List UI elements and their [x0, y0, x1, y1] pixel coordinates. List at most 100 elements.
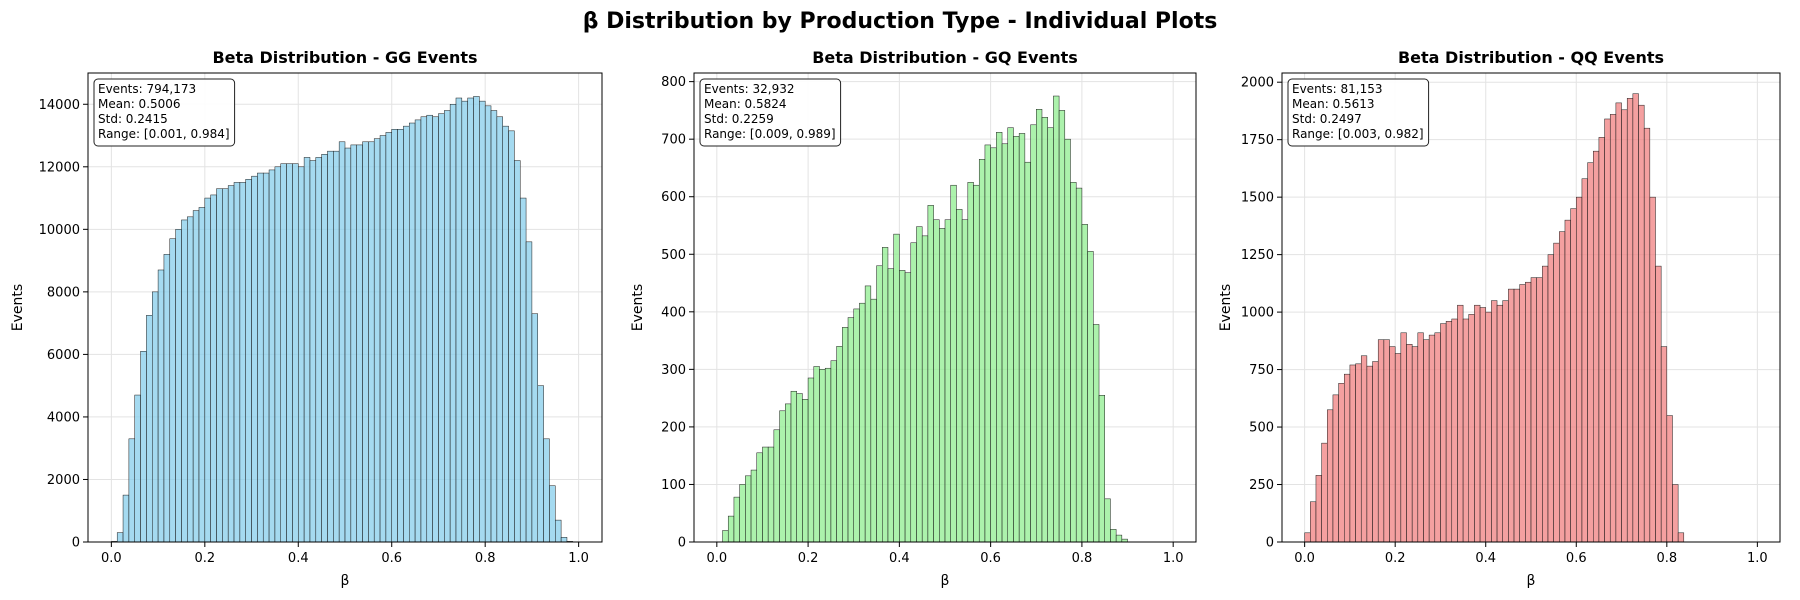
histogram-bar — [344, 147, 352, 543]
histogram-bar — [1638, 104, 1645, 543]
histogram-bar — [819, 369, 826, 543]
histogram-bar — [163, 254, 171, 543]
histogram-bar — [1485, 311, 1492, 543]
histogram-bar — [996, 132, 1003, 543]
histogram-bar — [449, 104, 457, 543]
histogram-bar — [210, 194, 217, 543]
histogram-bar — [1525, 281, 1532, 543]
histogram-bar — [1559, 231, 1566, 543]
x-tick-label: 0.6 — [1566, 551, 1587, 566]
x-tick-label: 0.2 — [194, 551, 215, 566]
histogram-bar — [756, 452, 763, 543]
histogram-bar — [216, 188, 223, 543]
histogram-bar — [1024, 161, 1031, 543]
histogram-bar — [1366, 365, 1373, 543]
histogram-bar — [767, 446, 775, 543]
y-axis-label: Events — [630, 284, 646, 331]
x-tick-label: 0.6 — [980, 551, 1001, 566]
histogram-bar — [785, 403, 792, 543]
histogram-bar — [1087, 251, 1094, 543]
histogram-bar — [333, 150, 340, 543]
histogram-bar — [519, 197, 527, 543]
histogram-bar — [864, 285, 872, 543]
histogram-bar — [268, 169, 276, 543]
y-tick-label: 500 — [1249, 421, 1274, 436]
histogram-bar — [1417, 332, 1424, 543]
x-tick-label: 0.8 — [1656, 551, 1677, 566]
histogram-bar — [414, 119, 422, 543]
histogram-bar — [722, 530, 729, 543]
chart-panel: 0.0 0.2 0.4 0.6 0.8 1.0 0 250 500 750 1000 1250 1500… — [1218, 48, 1781, 589]
stats-line: Events: 794,173 — [98, 82, 196, 96]
histogram-bar — [274, 166, 281, 543]
histogram-bar — [1041, 117, 1048, 543]
axes-frame — [693, 72, 1197, 543]
histogram-bar — [1468, 314, 1475, 543]
histogram-bar — [152, 291, 159, 543]
histogram-bar — [444, 110, 451, 543]
panels: 0.0 0.2 0.4 0.6 0.8 1.00200040006000800010000… — [10, 48, 1781, 589]
histogram-bar — [327, 150, 334, 543]
histogram-bar — [321, 154, 328, 543]
chart-panel: 0.0 0.2 0.4 0.6 0.8 1.0 0 100 200 300 400 500 600 700… — [630, 48, 1197, 589]
stats-line: Mean: 0.5613 — [1292, 97, 1375, 111]
y-tick-label: 750 — [1249, 363, 1274, 378]
histogram-bar — [262, 172, 270, 543]
histogram-bar — [1530, 277, 1537, 543]
histogram-bar — [1013, 136, 1020, 543]
y-tick-label: 300 — [661, 363, 686, 378]
axes-frame — [87, 72, 603, 543]
y-tick-label: 400 — [661, 305, 686, 320]
histogram-bar — [887, 268, 894, 543]
y-tick-label: 6000 — [47, 348, 80, 363]
histogram-bar — [904, 272, 912, 543]
histogram-bar — [1058, 110, 1066, 543]
histogram-bar — [1643, 127, 1651, 543]
histogram-bar — [853, 308, 860, 543]
histogram-bar — [373, 138, 381, 543]
histogram-bar — [984, 144, 991, 543]
histogram-bar — [1383, 339, 1390, 543]
histogram-bar — [876, 265, 883, 543]
histogram-bar — [807, 377, 815, 543]
y-tick-label: 1000 — [1241, 306, 1274, 321]
histogram-bar — [309, 160, 317, 543]
histogram-bar — [1593, 150, 1600, 543]
histogram-bar — [1609, 114, 1617, 543]
histogram-bar — [362, 141, 369, 543]
stats-line: Mean: 0.5006 — [98, 97, 181, 111]
histogram-bar — [1332, 394, 1339, 543]
histogram-bar — [560, 537, 568, 543]
histogram-bar — [1115, 534, 1123, 543]
histogram-bar — [490, 110, 498, 543]
histogram-bar — [830, 360, 837, 543]
y-tick-label: 2000 — [1241, 76, 1274, 91]
histogram-bar — [1360, 355, 1368, 543]
histogram-bar — [251, 175, 258, 543]
y-tick-label: 8000 — [47, 285, 80, 300]
histogram-bar — [222, 188, 229, 543]
x-tick-label: 1.0 — [1747, 551, 1768, 566]
x-tick-label: 0.4 — [288, 551, 309, 566]
histogram-bar — [1018, 133, 1026, 543]
y-tick-label: 1750 — [1241, 133, 1274, 148]
histogram-bar — [944, 219, 951, 543]
histogram-bar — [391, 129, 398, 543]
histogram-bar — [1423, 339, 1430, 543]
x-tick-label: 0.4 — [889, 551, 910, 566]
histogram-bar — [1564, 219, 1571, 543]
histogram-bar — [921, 235, 929, 543]
histogram-bar — [1372, 361, 1379, 543]
histogram-bar — [1451, 318, 1458, 543]
histogram-bar — [990, 147, 997, 543]
histogram-bar — [1666, 415, 1673, 543]
histogram-bar — [939, 228, 946, 543]
histogram-bar — [467, 97, 474, 543]
histogram-bar — [739, 484, 746, 543]
histogram-bar — [1321, 442, 1328, 543]
histogram-bar — [978, 159, 986, 543]
histogram-bar — [1615, 102, 1622, 543]
